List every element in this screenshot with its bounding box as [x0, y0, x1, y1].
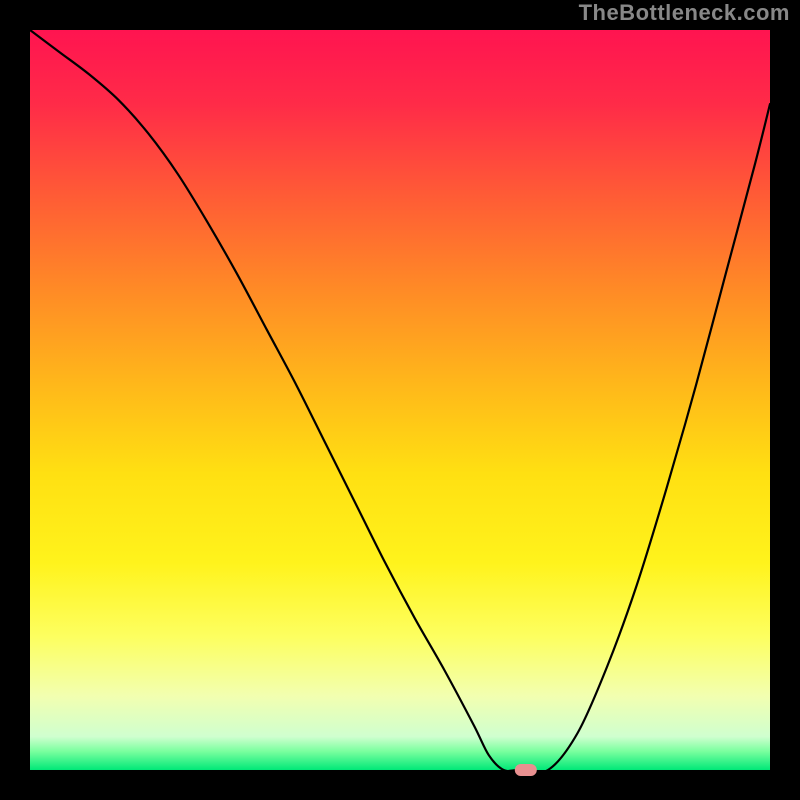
watermark-label: TheBottleneck.com — [579, 0, 790, 26]
plot-area — [30, 30, 770, 770]
optimal-marker[interactable] — [515, 764, 537, 776]
bottleneck-chart — [0, 0, 800, 800]
